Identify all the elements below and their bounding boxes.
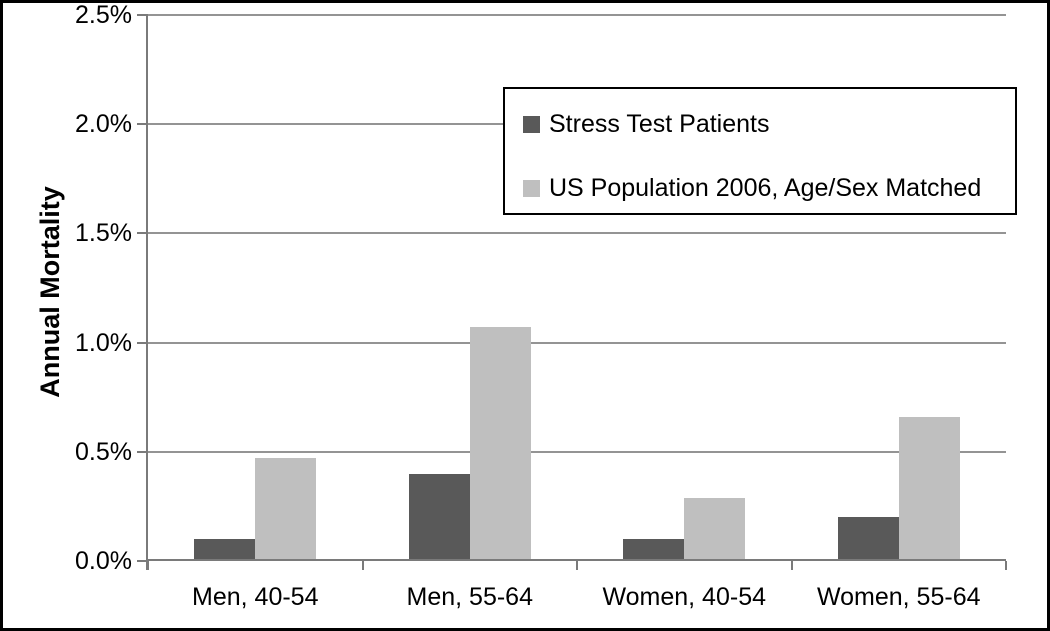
x-axis-category-label: Men, 40-54 [192,583,319,611]
y-axis-tick-label: 0.0% [75,547,132,575]
legend-label: US Population 2006, Age/Sex Matched [549,174,982,202]
y-axis-tick [137,232,148,235]
y-axis-tick [137,560,148,562]
gridline [148,341,1006,344]
x-axis-tick [576,561,578,570]
bar-stress-test-patients-women-55-64 [837,517,899,561]
legend-item-stress-test-patients: Stress Test Patients [523,108,769,140]
y-axis-tick-label: 2.5% [75,1,132,29]
bar-us-population-2006-age-sex-matched-women-55-64 [898,416,960,561]
x-axis-tick [147,561,149,570]
x-axis-category-label: Men, 55-64 [406,583,533,611]
x-axis-category-label: Women, 55-64 [816,583,981,611]
bar-us-population-2006-age-sex-matched-women-40-54 [684,497,746,561]
gridline [148,14,1006,16]
bar-stress-test-patients-men-55-64 [408,473,470,561]
y-axis-tick [137,14,148,16]
y-axis-line [146,15,148,570]
bar-stress-test-patients-men-40-54 [194,539,256,561]
legend-item-us-population: US Population 2006, Age/Sex Matched [523,172,981,204]
x-axis-tick [1005,561,1007,570]
y-axis-tick [137,123,148,126]
x-axis-line [148,559,1006,561]
x-axis-tick [361,561,364,570]
legend-swatch-stress-test-patients [523,115,540,133]
legend-swatch-us-population [523,179,540,197]
bar-us-population-2006-age-sex-matched-men-40-54 [255,458,317,561]
gridline [148,232,1006,235]
y-axis-tick-label: 2.0% [75,110,132,139]
legend: Stress Test Patients US Population 2006,… [503,87,1017,215]
bar-us-population-2006-age-sex-matched-men-55-64 [469,327,531,561]
y-axis-title: Annual Mortality [35,186,65,398]
y-axis-tick-label: 1.5% [75,219,132,248]
x-axis-category-label: Women, 40-54 [602,583,766,611]
y-axis-tick-label: 1.0% [75,328,132,357]
gridline [148,450,1006,453]
y-axis-tick-label: 0.5% [75,437,132,466]
y-axis-tick [137,450,148,453]
legend-label: Stress Test Patients [549,110,770,138]
bar-stress-test-patients-women-40-54 [623,539,685,561]
x-axis-tick [790,561,793,570]
y-axis-tick [137,341,148,344]
